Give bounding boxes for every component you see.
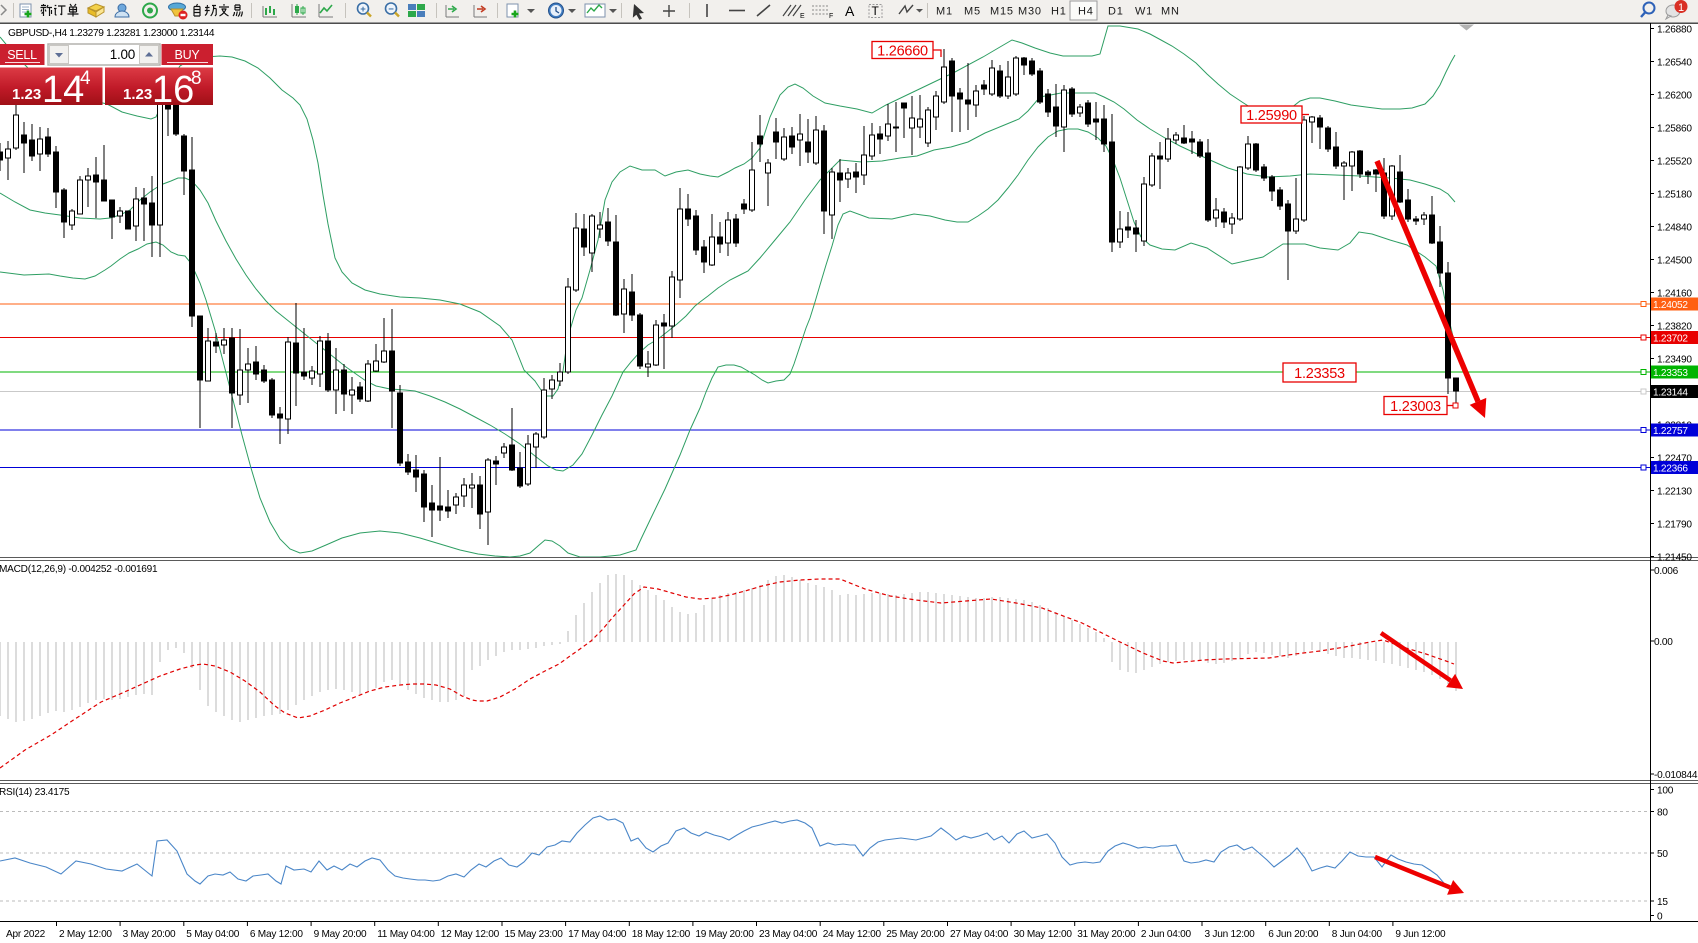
svg-text:12 May 12:00: 12 May 12:00 bbox=[441, 929, 500, 940]
svg-text:8: 8 bbox=[191, 68, 202, 89]
svg-text:+: + bbox=[360, 4, 366, 15]
svg-text:1.21450: 1.21450 bbox=[1657, 553, 1692, 564]
svg-text:1.22470: 1.22470 bbox=[1657, 454, 1692, 465]
svg-text:11 May 04:00: 11 May 04:00 bbox=[377, 929, 435, 940]
svg-text:M30: M30 bbox=[1018, 6, 1042, 18]
svg-text:M1: M1 bbox=[936, 6, 953, 18]
svg-text:0.00: 0.00 bbox=[1654, 637, 1673, 648]
svg-text:80: 80 bbox=[1657, 808, 1668, 819]
svg-text:RSI(14) 23.4175: RSI(14) 23.4175 bbox=[0, 787, 70, 798]
svg-text:H4: H4 bbox=[1078, 6, 1094, 18]
svg-text:D1: D1 bbox=[1108, 6, 1124, 18]
svg-text:1.23820: 1.23820 bbox=[1657, 322, 1692, 333]
svg-text:A: A bbox=[845, 3, 855, 19]
svg-text:1.23490: 1.23490 bbox=[1657, 355, 1692, 366]
svg-text:1.23: 1.23 bbox=[123, 86, 152, 103]
svg-text:30 May 12:00: 30 May 12:00 bbox=[1014, 929, 1073, 940]
svg-text:50: 50 bbox=[1657, 849, 1668, 860]
svg-text:6 May 12:00: 6 May 12:00 bbox=[250, 929, 303, 940]
svg-text:-0.010844: -0.010844 bbox=[1654, 770, 1698, 781]
svg-text:SELL: SELL bbox=[7, 48, 37, 62]
svg-text:1.23702: 1.23702 bbox=[1653, 334, 1688, 345]
svg-text:1.22757: 1.22757 bbox=[1653, 426, 1688, 437]
svg-text:24 May 12:00: 24 May 12:00 bbox=[823, 929, 882, 940]
svg-text:1: 1 bbox=[1678, 2, 1684, 14]
svg-text:1.22366: 1.22366 bbox=[1653, 464, 1688, 475]
svg-text:2 May 12:00: 2 May 12:00 bbox=[59, 929, 112, 940]
svg-text:1.21790: 1.21790 bbox=[1657, 520, 1692, 531]
svg-text:2 Jun 04:00: 2 Jun 04:00 bbox=[1141, 929, 1192, 940]
svg-text:6 Jun 20:00: 6 Jun 20:00 bbox=[1268, 929, 1319, 940]
svg-text:1.26880: 1.26880 bbox=[1657, 25, 1692, 36]
svg-text:F: F bbox=[829, 13, 833, 20]
svg-text:14: 14 bbox=[42, 69, 84, 111]
svg-text:1.23003: 1.23003 bbox=[1390, 399, 1441, 415]
svg-text:23 May 04:00: 23 May 04:00 bbox=[759, 929, 818, 940]
svg-text:17 May 04:00: 17 May 04:00 bbox=[568, 929, 627, 940]
svg-text:GBPUSD-,H4 1.23279 1.23281 1.: GBPUSD-,H4 1.23279 1.23281 1.23000 1.231… bbox=[8, 28, 215, 39]
svg-text:E: E bbox=[800, 13, 805, 20]
svg-text:1.24160: 1.24160 bbox=[1657, 289, 1692, 300]
svg-text:1.25860: 1.25860 bbox=[1657, 124, 1692, 135]
svg-text:18 May 12:00: 18 May 12:00 bbox=[632, 929, 691, 940]
svg-text:1.26540: 1.26540 bbox=[1657, 58, 1692, 69]
svg-text:MN: MN bbox=[1161, 6, 1180, 18]
svg-text:1.23353: 1.23353 bbox=[1653, 368, 1688, 379]
svg-text:1.25990: 1.25990 bbox=[1246, 108, 1297, 124]
svg-text:0: 0 bbox=[1657, 912, 1663, 923]
svg-text:9 Jun 12:00: 9 Jun 12:00 bbox=[1395, 929, 1446, 940]
svg-text:MACD(12,26,9) -0.004252 -0.001: MACD(12,26,9) -0.004252 -0.001691 bbox=[0, 564, 158, 575]
svg-text:1.24840: 1.24840 bbox=[1657, 223, 1692, 234]
svg-text:1.26660: 1.26660 bbox=[877, 44, 928, 60]
svg-text:1.25520: 1.25520 bbox=[1657, 157, 1692, 168]
svg-text:27 May 04:00: 27 May 04:00 bbox=[950, 929, 1009, 940]
svg-text:0.006: 0.006 bbox=[1654, 566, 1679, 577]
svg-text:M15: M15 bbox=[990, 6, 1014, 18]
svg-text:M5: M5 bbox=[964, 6, 981, 18]
svg-text:16: 16 bbox=[152, 69, 194, 111]
svg-text:1.23144: 1.23144 bbox=[1653, 388, 1688, 399]
svg-text:1.00: 1.00 bbox=[110, 47, 135, 62]
svg-text:1.23: 1.23 bbox=[12, 86, 41, 103]
svg-text:8 Jun 04:00: 8 Jun 04:00 bbox=[1332, 929, 1383, 940]
svg-text:W1: W1 bbox=[1135, 6, 1153, 18]
svg-text:19 May 20:00: 19 May 20:00 bbox=[695, 929, 754, 940]
svg-text:31 May 20:00: 31 May 20:00 bbox=[1077, 929, 1136, 940]
svg-text:3 Jun 12:00: 3 Jun 12:00 bbox=[1205, 929, 1256, 940]
svg-text:1.26200: 1.26200 bbox=[1657, 91, 1692, 102]
svg-text:H1: H1 bbox=[1051, 6, 1067, 18]
svg-text:1.23353: 1.23353 bbox=[1294, 366, 1345, 382]
svg-text:25 May 20:00: 25 May 20:00 bbox=[886, 929, 945, 940]
svg-text:1.25180: 1.25180 bbox=[1657, 190, 1692, 201]
svg-text:BUY: BUY bbox=[175, 48, 201, 62]
svg-text:−: − bbox=[388, 4, 394, 15]
svg-text:100: 100 bbox=[1657, 786, 1674, 797]
svg-text:15 May 23:00: 15 May 23:00 bbox=[505, 929, 564, 940]
svg-text:Apr 2022: Apr 2022 bbox=[6, 929, 46, 940]
svg-text:9 May 20:00: 9 May 20:00 bbox=[314, 929, 367, 940]
svg-text:4: 4 bbox=[80, 68, 91, 89]
svg-text:5 May 04:00: 5 May 04:00 bbox=[186, 929, 239, 940]
svg-text:T: T bbox=[872, 4, 880, 18]
svg-text:1.24052: 1.24052 bbox=[1653, 300, 1688, 311]
svg-text:1.22130: 1.22130 bbox=[1657, 487, 1692, 498]
svg-text:15: 15 bbox=[1657, 897, 1668, 908]
svg-text:3 May 20:00: 3 May 20:00 bbox=[123, 929, 176, 940]
svg-text:1.24500: 1.24500 bbox=[1657, 256, 1692, 267]
